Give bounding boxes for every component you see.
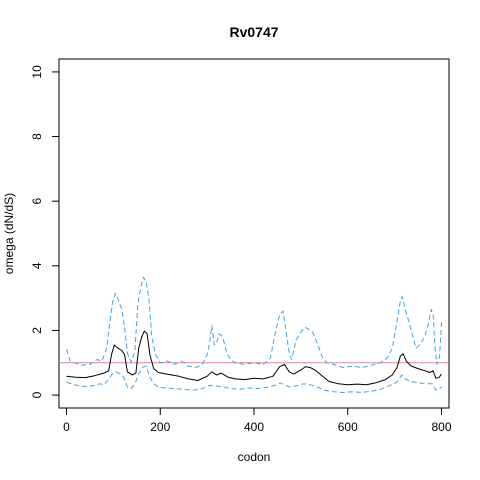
x-axis-label: codon	[238, 450, 271, 464]
y-tick-label: 4	[30, 262, 44, 269]
y-tick-label: 10	[30, 65, 44, 79]
x-tick-label: 0	[63, 420, 70, 434]
series-layer	[59, 276, 449, 393]
confidence-bound-line	[66, 276, 442, 369]
x-tick-label: 400	[244, 420, 264, 434]
y-axis-label: omega (dN/dS)	[2, 193, 16, 274]
x-tick-label: 800	[431, 420, 451, 434]
y-tick-label: 8	[30, 133, 44, 140]
x-tick-label: 600	[338, 420, 358, 434]
omega-estimate-line	[66, 330, 442, 386]
plot-frame	[58, 58, 450, 409]
y-tick-label: 2	[30, 327, 44, 334]
confidence-bound-line	[66, 365, 442, 393]
x-tick-label: 200	[150, 420, 170, 434]
x-axis: 0 200 400 600 800	[63, 407, 452, 434]
y-tick-label: 0	[30, 391, 44, 398]
y-tick-label: 6	[30, 198, 44, 205]
y-axis: 0 2 4 6 8 10	[30, 65, 60, 398]
chart-title: Rv0747	[229, 24, 278, 40]
